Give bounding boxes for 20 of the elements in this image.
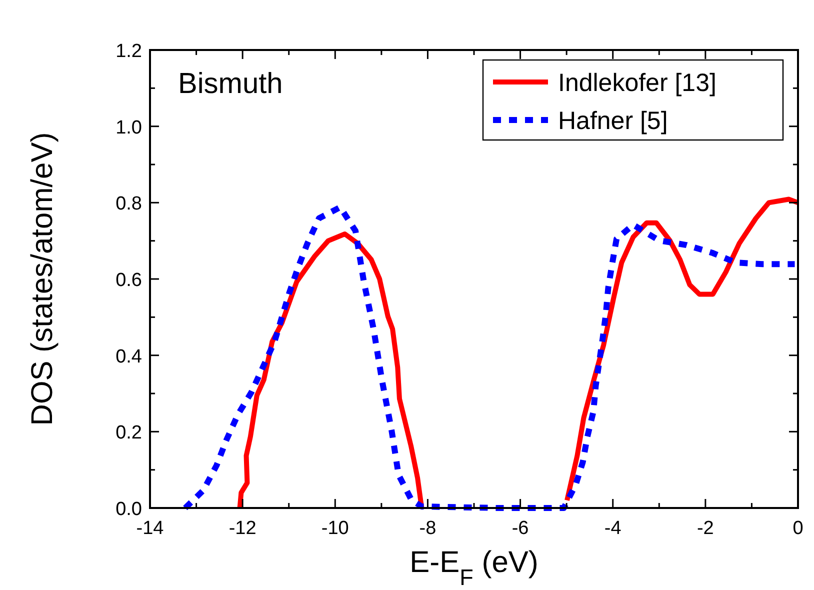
x-tick-label: -2 (696, 518, 714, 539)
x-tick-label: -14 (136, 518, 164, 539)
x-axis-title: E-E$_{F}$ (eV) (410, 546, 538, 590)
y-tick-label: 0.6 (116, 270, 142, 291)
y-tick-label: 1.2 (116, 41, 142, 62)
x-tick-label: -8 (419, 518, 436, 539)
x-tick-label: -12 (228, 518, 256, 539)
text: Bismuth (178, 68, 283, 100)
legend-label: Indlekofer [13] (558, 69, 716, 97)
x-tick-label: -6 (512, 518, 529, 539)
x-tick-label: -4 (604, 518, 622, 539)
y-tick-label: 0.4 (116, 346, 142, 368)
x-tick-label: -10 (321, 518, 349, 539)
x-tick-label: 0 (792, 518, 804, 539)
y-tick-label: 0.2 (116, 422, 142, 444)
legend-label: Hafner [5] (558, 107, 668, 135)
y-tick-label: 0.8 (116, 194, 142, 215)
y-axis-title: DOS (states/atom/eV) (26, 132, 59, 426)
y-tick-label: 0.0 (116, 499, 142, 520)
y-tick-label: 1.0 (116, 117, 142, 138)
